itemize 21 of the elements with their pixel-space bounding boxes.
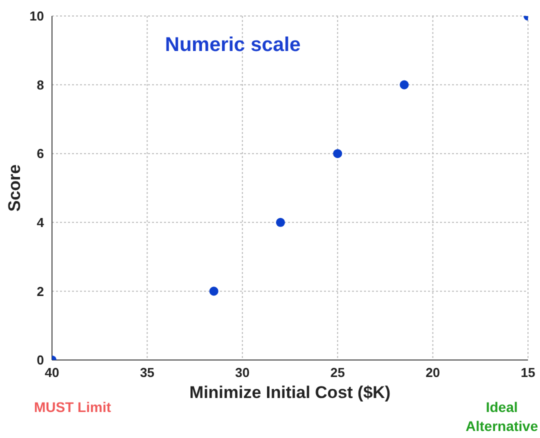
y-tick-label: 4 <box>36 215 45 230</box>
text: Numeric scale <box>165 34 301 57</box>
x-tick-label: 20 <box>426 365 440 380</box>
point <box>400 80 409 90</box>
text: MUST Limit <box>34 398 111 417</box>
x-tick-label: 35 <box>140 365 154 380</box>
x-tick-label: 15 <box>520 365 536 380</box>
y-tick-label: 2 <box>36 284 44 299</box>
y-tick-label: 10 <box>30 8 44 24</box>
point <box>333 149 342 158</box>
y-tick-label: 0 <box>36 352 44 368</box>
text: Ideal Alternative <box>466 398 538 436</box>
y-tick-label: 6 <box>36 146 44 162</box>
x-axis-title: Minimize Initial Cost ($K) <box>189 383 391 402</box>
y-tick-label: 8 <box>36 77 44 92</box>
point <box>209 286 218 296</box>
x-tick-label: 40 <box>44 365 60 380</box>
point <box>276 218 285 227</box>
y-axis-title: Score <box>5 164 24 212</box>
x-tick-label: 25 <box>330 365 345 380</box>
x-tick-label: 30 <box>235 365 250 380</box>
